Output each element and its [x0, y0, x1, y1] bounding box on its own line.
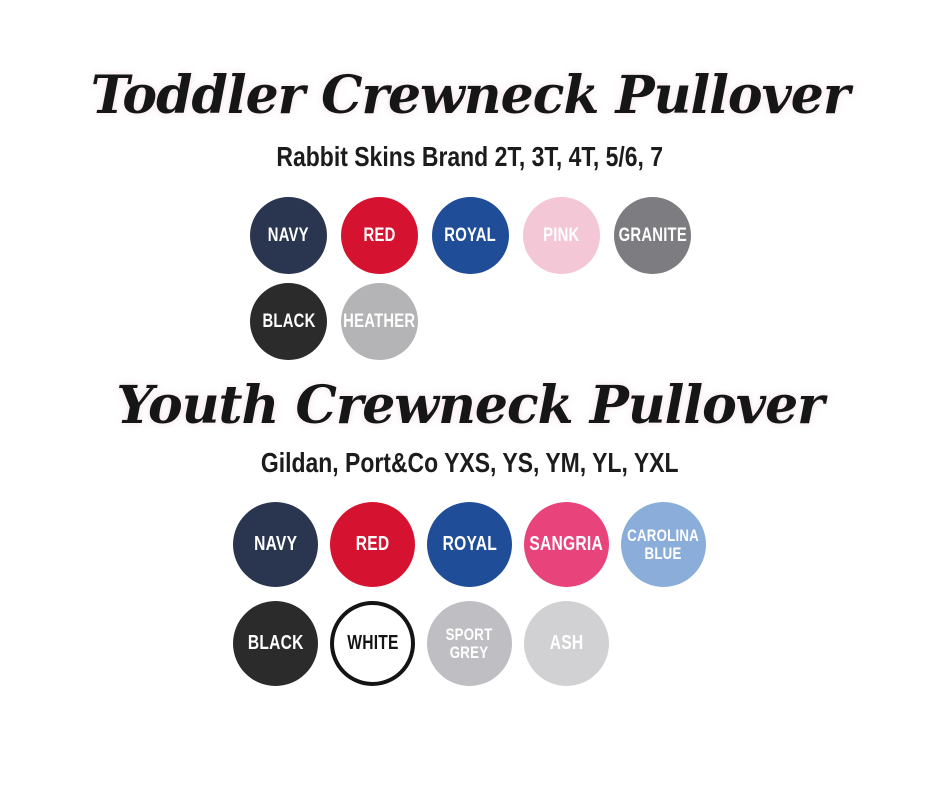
color-swatch-navy: NAVY	[233, 502, 318, 587]
color-swatch-black: BLACK	[250, 283, 327, 360]
color-swatch-navy: NAVY	[250, 197, 327, 274]
color-swatch-sangria: SANGRIA	[524, 502, 609, 587]
color-swatch-label: NAVY	[253, 533, 298, 556]
toddler-section-subtitle: Rabbit Skins Brand 2T, 3T, 4T, 5/6, 7	[276, 141, 664, 172]
color-swatch-label: ROYAL	[444, 224, 497, 246]
color-swatch-label: ASH	[549, 632, 584, 655]
toddler-section-title: Toddler Crewneck Pullover	[90, 65, 851, 126]
color-swatch-royal: ROYAL	[432, 197, 509, 274]
color-swatch-granite: GRANITE	[614, 197, 691, 274]
youth-section-title: Youth Crewneck Pullover	[116, 375, 824, 436]
color-swatch-label: PINK	[543, 224, 580, 246]
color-swatch-ash: ASH	[524, 601, 609, 686]
color-swatch-sport-grey: SPORT GREY	[427, 601, 512, 686]
color-swatch-label: RED	[355, 533, 390, 556]
color-swatch-label: BLACK	[261, 310, 316, 332]
youth-subtitle-wrap: Gildan, Port&Co YXS, YS, YM, YL, YXL	[0, 447, 940, 479]
color-swatch-label: NAVY	[267, 224, 309, 246]
color-swatch-carolina-blue: CAROLINA BLUE	[621, 502, 706, 587]
color-swatch-label: ROYAL	[442, 533, 497, 556]
color-swatch-label: CAROLINA BLUE	[627, 526, 700, 563]
color-swatch-label: SANGRIA	[529, 533, 604, 556]
color-swatch-label: BLACK	[247, 632, 304, 655]
toddler-color-row-2: BLACK HEATHER	[250, 283, 418, 360]
color-swatch-red: RED	[341, 197, 418, 274]
youth-color-row-2: BLACK WHITE SPORT GREY ASH	[233, 601, 609, 686]
toddler-color-row-1: NAVY RED ROYAL PINK GRANITE	[250, 197, 691, 274]
color-swatch-red: RED	[330, 502, 415, 587]
color-swatch-royal: ROYAL	[427, 502, 512, 587]
youth-color-row-1: NAVY RED ROYAL SANGRIA CAROLINA BLUE	[233, 502, 706, 587]
color-swatch-label: WHITE	[346, 632, 399, 655]
color-swatch-label: HEATHER	[343, 310, 416, 332]
color-swatch-label: SPORT GREY	[446, 625, 493, 662]
color-swatch-label: RED	[363, 224, 396, 246]
color-swatch-label: GRANITE	[618, 224, 687, 246]
toddler-subtitle-wrap: Rabbit Skins Brand 2T, 3T, 4T, 5/6, 7	[0, 141, 940, 173]
color-swatch-black: BLACK	[233, 601, 318, 686]
color-swatch-pink: PINK	[523, 197, 600, 274]
color-swatch-white: WHITE	[330, 601, 415, 686]
youth-section-subtitle: Gildan, Port&Co YXS, YS, YM, YL, YXL	[261, 447, 679, 478]
color-swatch-heather: HEATHER	[341, 283, 418, 360]
